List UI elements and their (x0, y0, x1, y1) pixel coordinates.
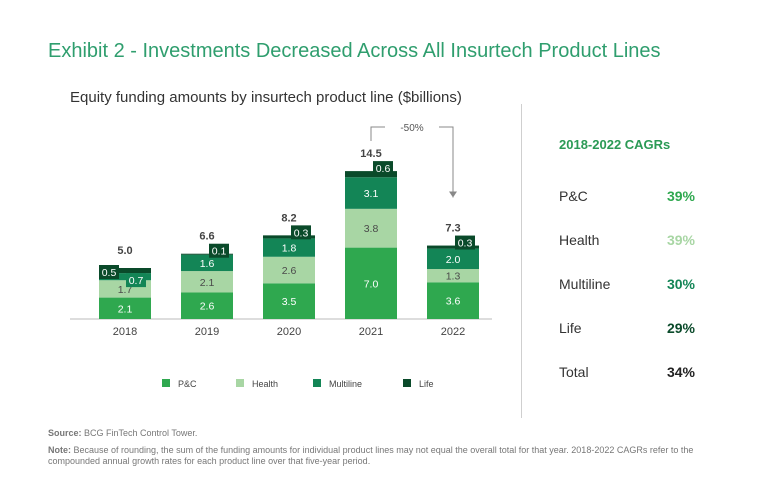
cagr-label: P&C (559, 188, 588, 204)
x-tick-label: 2018 (113, 326, 137, 338)
bar-segment-multiline (99, 273, 151, 281)
bar-segment-pc (181, 292, 233, 319)
data-label: 2.6 (282, 265, 297, 277)
cagr-label: Multiline (559, 276, 611, 292)
note-text: Because of rounding, the sum of the fund… (48, 445, 694, 466)
data-label: 1.3 (446, 271, 461, 283)
bar-segment-pc (427, 282, 479, 319)
cagr-value: 39% (666, 232, 695, 248)
bar-segment-life (99, 268, 151, 274)
data-label: 0.7 (129, 275, 144, 287)
x-tick-label: 2021 (359, 326, 383, 338)
data-label: 3.8 (364, 223, 379, 235)
cagr-label: Life (559, 320, 582, 336)
bar-segment-life (263, 235, 315, 239)
legend-swatch-pc (162, 379, 170, 387)
bar-segment-life (345, 171, 397, 178)
bar-segment-pc (263, 283, 315, 319)
bar-segment-health (181, 271, 233, 293)
cagr-value: 34% (666, 364, 695, 380)
total-label: 8.2 (281, 212, 296, 224)
cagr-value: 39% (666, 188, 695, 204)
source-label: Source: (48, 428, 82, 438)
total-label: 6.6 (199, 231, 214, 243)
data-label-box (126, 273, 146, 288)
cagr-value: 29% (666, 320, 695, 336)
data-label: 0.6 (376, 163, 391, 175)
bar-segment-pc (345, 247, 397, 319)
legend-swatch-life (403, 379, 411, 387)
cagr-row-life: Life 29% (559, 320, 699, 340)
total-label: 5.0 (117, 245, 132, 257)
annotation-bracket-right (439, 126, 454, 198)
x-tick-label: 2019 (195, 326, 219, 338)
cagr-row-multiline: Multiline 30% (559, 276, 699, 296)
data-label-box (209, 243, 229, 258)
legend-label: Life (419, 379, 434, 389)
x-tick-label: 2020 (277, 326, 301, 338)
stacked-bar-chart: 2.11.70.70.55.020182.62.11.60.16.620193.… (70, 123, 492, 389)
cagr-row-health: Health 39% (559, 232, 699, 252)
footnote: Note: Because of rounding, the sum of th… (48, 445, 728, 467)
cagr-row-total: Total 34% (559, 364, 699, 384)
cagr-label: Health (559, 232, 600, 248)
data-label: 7.0 (364, 278, 379, 290)
data-label: 0.5 (102, 267, 117, 279)
data-label: 1.8 (282, 243, 297, 255)
bar-segment-pc (99, 297, 151, 319)
total-label: 7.3 (445, 223, 460, 235)
data-label-box (373, 161, 393, 176)
cagr-title: 2018-2022 CAGRs (559, 137, 671, 152)
legend-swatch-health (236, 379, 244, 387)
bar-segment-multiline (345, 177, 397, 209)
bar-segment-health (345, 208, 397, 248)
bar-segment-health (263, 256, 315, 284)
x-tick-label: 2022 (441, 326, 465, 338)
annotation-label: -50% (400, 123, 423, 134)
data-label: 0.1 (212, 246, 227, 258)
source-note: Source: BCG FinTech Control Tower. (48, 428, 197, 438)
divider (521, 104, 522, 418)
exhibit-title: Exhibit 2 - Investments Decreased Across… (48, 40, 661, 62)
bar-segment-multiline (263, 238, 315, 257)
bar-segment-life (427, 245, 479, 249)
cagr-row-pc: P&C 39% (559, 188, 699, 208)
legend-label: Multiline (329, 379, 362, 389)
legend-label: P&C (178, 379, 197, 389)
data-label: 2.6 (200, 301, 215, 313)
data-label: 0.3 (458, 238, 473, 250)
data-label: 2.1 (200, 277, 215, 289)
data-label: 2.1 (118, 303, 133, 315)
data-label-box (455, 235, 475, 250)
legend-swatch-multiline (313, 379, 321, 387)
cagr-label: Total (559, 364, 589, 380)
data-label: 2.0 (446, 254, 461, 266)
annotation-arrowhead (449, 191, 457, 198)
data-label: 0.3 (294, 227, 309, 239)
data-label: 1.6 (200, 258, 215, 270)
data-label-box (99, 265, 119, 279)
bar-segment-life (181, 253, 233, 255)
total-label: 14.5 (360, 148, 381, 160)
chart-title: Equity funding amounts by insurtech prod… (70, 89, 462, 106)
note-label: Note: (48, 445, 71, 455)
bar-segment-multiline (427, 248, 479, 270)
data-label-box (291, 225, 311, 240)
bar-segment-multiline (181, 254, 233, 272)
legend-label: Health (252, 379, 278, 389)
data-label: 3.6 (446, 296, 461, 308)
bar-segment-health (427, 269, 479, 283)
annotation-bracket-left (370, 126, 385, 141)
cagr-value: 30% (666, 276, 695, 292)
data-label: 3.5 (282, 296, 297, 308)
data-label: 3.1 (364, 188, 379, 200)
source-text: BCG FinTech Control Tower. (81, 428, 198, 438)
